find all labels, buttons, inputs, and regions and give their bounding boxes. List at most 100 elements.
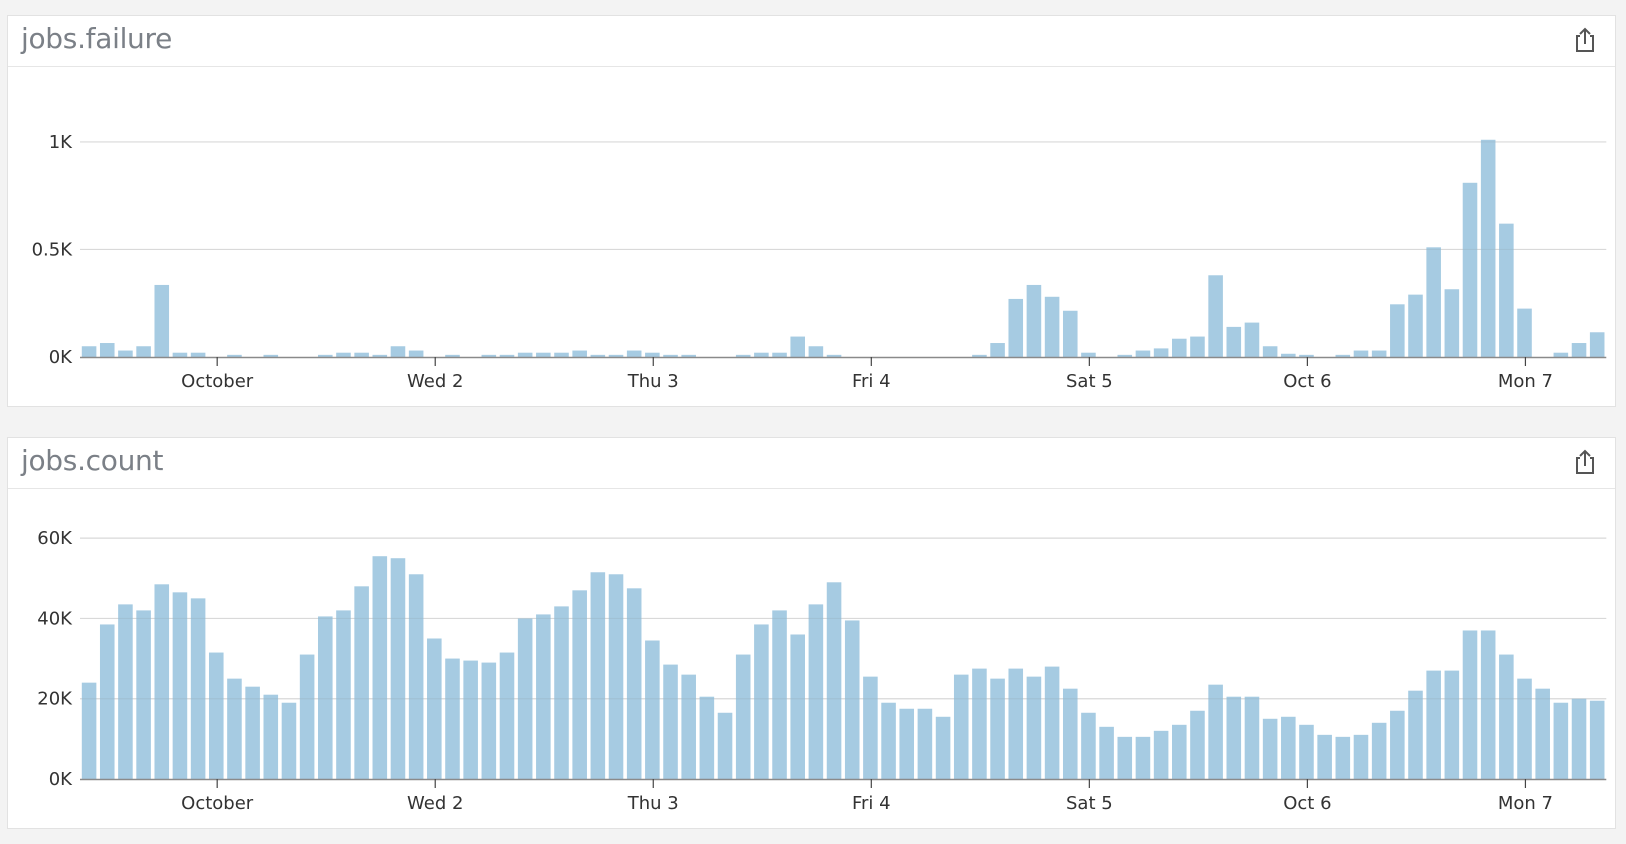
bar <box>1226 326 1242 357</box>
bar <box>590 354 606 357</box>
bar <box>1062 688 1078 779</box>
bar <box>1571 698 1587 779</box>
bar <box>754 352 769 357</box>
bar <box>717 712 733 779</box>
panel-header: jobs.count <box>8 438 1615 489</box>
bar <box>1244 322 1260 357</box>
y-tick-label: 40K <box>37 608 73 629</box>
y-tick-label: 0K <box>49 347 73 368</box>
bar <box>626 588 642 779</box>
bar <box>481 662 497 779</box>
bar <box>1081 712 1096 779</box>
bar <box>1081 352 1096 357</box>
bar <box>863 676 878 779</box>
bar <box>263 354 279 357</box>
export-share-icon[interactable] <box>1571 448 1599 476</box>
bar <box>318 616 333 779</box>
bar <box>1226 696 1242 779</box>
bar <box>172 592 188 779</box>
bar <box>245 686 260 779</box>
bar <box>1517 678 1532 779</box>
bar <box>735 354 751 357</box>
bar <box>1553 352 1569 357</box>
bar <box>1426 670 1441 779</box>
bar <box>1517 308 1532 357</box>
x-tick-label: Sat 5 <box>1066 371 1113 392</box>
bar <box>1208 275 1223 357</box>
bar <box>1553 702 1569 779</box>
bar <box>953 674 969 779</box>
bar <box>536 614 551 779</box>
y-tick-label: 60K <box>37 528 73 549</box>
export-share-icon[interactable] <box>1571 26 1599 54</box>
bar <box>190 598 206 779</box>
bar <box>699 696 715 779</box>
panel-title: jobs.count <box>21 444 164 477</box>
x-tick-label: October <box>181 371 254 392</box>
bar <box>354 586 369 779</box>
bar <box>608 574 624 779</box>
bar <box>1044 666 1060 779</box>
bar <box>645 640 660 779</box>
bar <box>608 354 624 357</box>
x-tick-label: Fri 4 <box>852 371 891 392</box>
x-tick-label: Mon 7 <box>1498 793 1553 814</box>
bar <box>1408 294 1423 357</box>
bar <box>1153 730 1169 779</box>
bar <box>554 606 569 779</box>
bar <box>154 584 170 779</box>
bar <box>408 350 424 357</box>
bar <box>1135 350 1151 357</box>
bar <box>1353 734 1369 779</box>
bar <box>1535 688 1550 779</box>
bar <box>1371 350 1387 357</box>
bar <box>1390 304 1405 357</box>
bar <box>808 346 824 357</box>
bar <box>499 652 515 779</box>
bar <box>136 346 151 357</box>
bar <box>790 634 805 779</box>
bar <box>645 352 660 357</box>
bar <box>1444 289 1460 357</box>
x-tick-label: Sat 5 <box>1066 793 1113 814</box>
bar <box>1117 736 1133 779</box>
bar <box>208 652 224 779</box>
x-tick-label: Thu 3 <box>627 793 679 814</box>
bar <box>1480 139 1496 357</box>
bar <box>972 668 987 779</box>
bar <box>263 694 279 779</box>
bar <box>935 716 951 779</box>
bar <box>1371 722 1387 779</box>
bar <box>681 674 696 779</box>
bar <box>772 352 787 357</box>
bar <box>808 604 824 779</box>
jobs-failure-panel: 0K 0.5K 1K October Wed 2 Thu 3 Fri 4 Sat 5 Oct 6… <box>7 15 1616 407</box>
bar <box>1444 670 1460 779</box>
bar <box>463 660 478 779</box>
bar <box>826 582 842 779</box>
bar <box>572 350 587 357</box>
bar <box>372 556 388 779</box>
bar <box>1299 724 1314 779</box>
bar <box>1262 346 1278 357</box>
panel-header: jobs.failure <box>8 16 1615 67</box>
bar <box>390 558 406 779</box>
bar <box>1172 724 1187 779</box>
bar <box>1244 696 1260 779</box>
bar <box>1317 734 1332 779</box>
jobs-count-panel: 0K 20K 40K 60K October Wed 2 Thu 3 Fri 4 Sat 5 Oc… <box>7 437 1616 829</box>
panel-title: jobs.failure <box>21 22 173 55</box>
bar <box>1262 718 1278 779</box>
bar <box>826 354 842 357</box>
bar <box>1172 338 1187 357</box>
bar <box>554 352 569 357</box>
bar <box>735 654 751 779</box>
x-tick-label: October <box>181 793 254 814</box>
y-tick-label: 0K <box>49 769 73 790</box>
bar <box>1571 343 1587 357</box>
bar <box>1299 354 1314 357</box>
bar <box>917 708 933 779</box>
bar <box>81 682 97 779</box>
bar <box>318 354 333 357</box>
bar <box>1589 332 1605 357</box>
